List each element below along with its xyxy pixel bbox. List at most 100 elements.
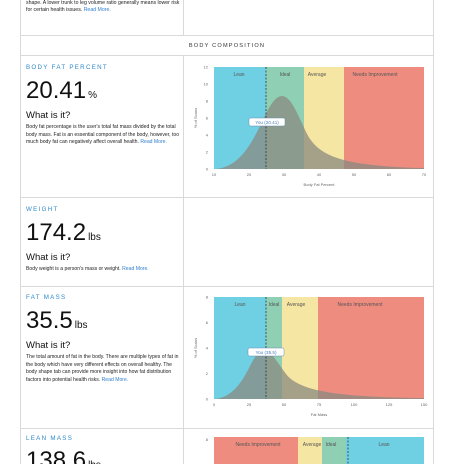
x-tick-label: 30 (282, 172, 287, 177)
x-axis-label: Fat Mass (311, 412, 327, 417)
x-axis-label: Body Fat Percent (304, 182, 336, 187)
zone-label-average: Average (287, 302, 306, 308)
distribution-curve (214, 96, 424, 169)
weight-description: Body weight is a person's mass or weight… (26, 266, 180, 274)
x-tick-label: 10 (212, 172, 217, 177)
zone-label-lean: Lean (378, 442, 389, 448)
y-axis: 0 2 4 6 8 (206, 294, 209, 401)
value-number: 138.6 (26, 447, 87, 464)
zone-needs-improvement (214, 437, 298, 464)
zone-label-ideal: Ideal (280, 72, 291, 78)
divider (20, 55, 434, 56)
x-tick-label: 50 (282, 402, 287, 407)
x-tick-label: 40 (317, 172, 322, 177)
column-divider (183, 55, 184, 464)
zone-labels: Lean Ideal Average Needs Improvement (234, 302, 383, 308)
weight-value: 174.2 lbs (26, 220, 101, 251)
what-is-it-heading: What is it? (26, 252, 71, 263)
read-more-link[interactable]: Read More. (140, 139, 167, 146)
y-tick-label: 8 (206, 294, 209, 299)
y-tick-label: 2 (206, 371, 209, 376)
zone-label-lean: Lean (234, 302, 245, 308)
description-text: The total amount of fat in the body. The… (26, 354, 179, 383)
zone-label-lean: Lean (233, 72, 244, 78)
zone-labels: Lean Ideal Average Needs Improvement (233, 72, 398, 78)
body-fat-description: Body fat percentage is the user's total … (26, 124, 180, 147)
x-tick-label: 150 (421, 402, 428, 407)
read-more-link[interactable]: Read More. (122, 266, 149, 272)
fat-mass-distribution-chart: Lean Ideal Average Needs Improvement You… (193, 294, 428, 417)
you-marker-label: You (20.41) (255, 120, 279, 125)
distribution-curve (214, 350, 424, 399)
value-unit: lbs (88, 232, 101, 243)
you-marker-box (248, 117, 286, 127)
x-tick-label: 20 (247, 172, 252, 177)
zone-bands (214, 437, 424, 464)
fat-mass-description: The total amount of fat in the body. The… (26, 354, 180, 384)
description-text: Body weight is a person's mass or weight… (26, 266, 121, 272)
y-tick-label: 4 (206, 132, 209, 137)
body-fat-percent-value: 20.41% (26, 78, 97, 109)
lean-mass-label: LEAN MASS (26, 435, 74, 442)
section-title: BODY COMPOSITION (188, 43, 266, 49)
y-axis-label: % of Scans (193, 338, 198, 358)
description-text: Body fat percentage is the user's total … (26, 124, 180, 146)
divider (20, 286, 434, 287)
what-is-it-heading: What is it? (26, 110, 71, 121)
zone-label-average: Average (308, 72, 327, 78)
value-unit: lbs (74, 320, 88, 331)
trunk-leg-description: shape. A lower trunk to leg volume ratio… (26, 0, 182, 14)
zone-ideal (322, 437, 346, 464)
body-fat-percent-label: BODY FAT PERCENT (26, 64, 108, 71)
weight-label: WEIGHT (26, 206, 59, 213)
value-number: 35.5 (26, 307, 73, 334)
column-divider (183, 0, 184, 35)
read-more-link[interactable]: Read More. (101, 376, 129, 383)
x-axis: 10 20 30 40 50 60 70 (212, 172, 427, 177)
x-tick-label: 60 (387, 172, 392, 177)
zone-needs-improvement (344, 67, 424, 169)
x-tick-label: 100 (351, 402, 358, 407)
y-tick-label: 12 (204, 64, 209, 69)
zone-needs-improvement (318, 297, 424, 399)
y-axis: 0 2 4 6 8 10 12 (204, 64, 209, 171)
x-tick-label: 50 (352, 172, 357, 177)
zone-label-needs-improvement: Needs Improvement (337, 302, 383, 308)
value-number: 174.2 (26, 219, 87, 246)
lean-mass-distribution-chart: Needs Improvement Average Ideal Lean 8 (206, 437, 424, 464)
divider (20, 197, 434, 198)
zone-label-needs-improvement: Needs Improvement (352, 72, 398, 78)
lean-mass-value: 138.6lbs (26, 448, 101, 464)
y-tick-label: 4 (206, 345, 209, 350)
value-unit: % (88, 90, 97, 101)
x-tick-label: 0 (213, 402, 216, 407)
x-tick-label: 25 (247, 402, 252, 407)
y-tick-label: 0 (206, 166, 209, 171)
y-axis-label: % of Scans (193, 108, 198, 128)
read-more-link[interactable]: Read More. (83, 7, 111, 13)
zone-label-needs-improvement: Needs Improvement (235, 442, 281, 448)
zone-label-ideal: Ideal (326, 442, 337, 448)
fat-mass-label: FAT MASS (26, 294, 67, 301)
zone-label-average: Average (303, 442, 322, 448)
y-tick-label: 2 (206, 149, 209, 154)
y-tick-label: 6 (206, 115, 209, 120)
x-tick-label: 75 (317, 402, 322, 407)
y-tick-label: 8 (206, 98, 209, 103)
body-fat-distribution-chart: Lean Ideal Average Needs Improvement You… (193, 64, 427, 187)
zone-average (298, 437, 322, 464)
y-tick-label: 8 (206, 437, 209, 442)
y-tick-label: 0 (206, 396, 209, 401)
value-number: 20.41 (26, 77, 87, 104)
you-marker-box (247, 347, 285, 357)
value-unit: lbs (88, 460, 101, 464)
y-tick-label: 10 (204, 81, 209, 86)
zone-bands (214, 67, 424, 169)
x-axis: 0 25 50 75 100 125 150 (213, 402, 428, 407)
description-text: shape. A lower trunk to leg volume ratio… (26, 0, 180, 13)
you-marker-label: You (35.5) (255, 350, 276, 355)
divider (20, 428, 434, 429)
report-frame (20, 0, 434, 464)
divider (20, 35, 434, 36)
zone-lean (346, 437, 424, 464)
